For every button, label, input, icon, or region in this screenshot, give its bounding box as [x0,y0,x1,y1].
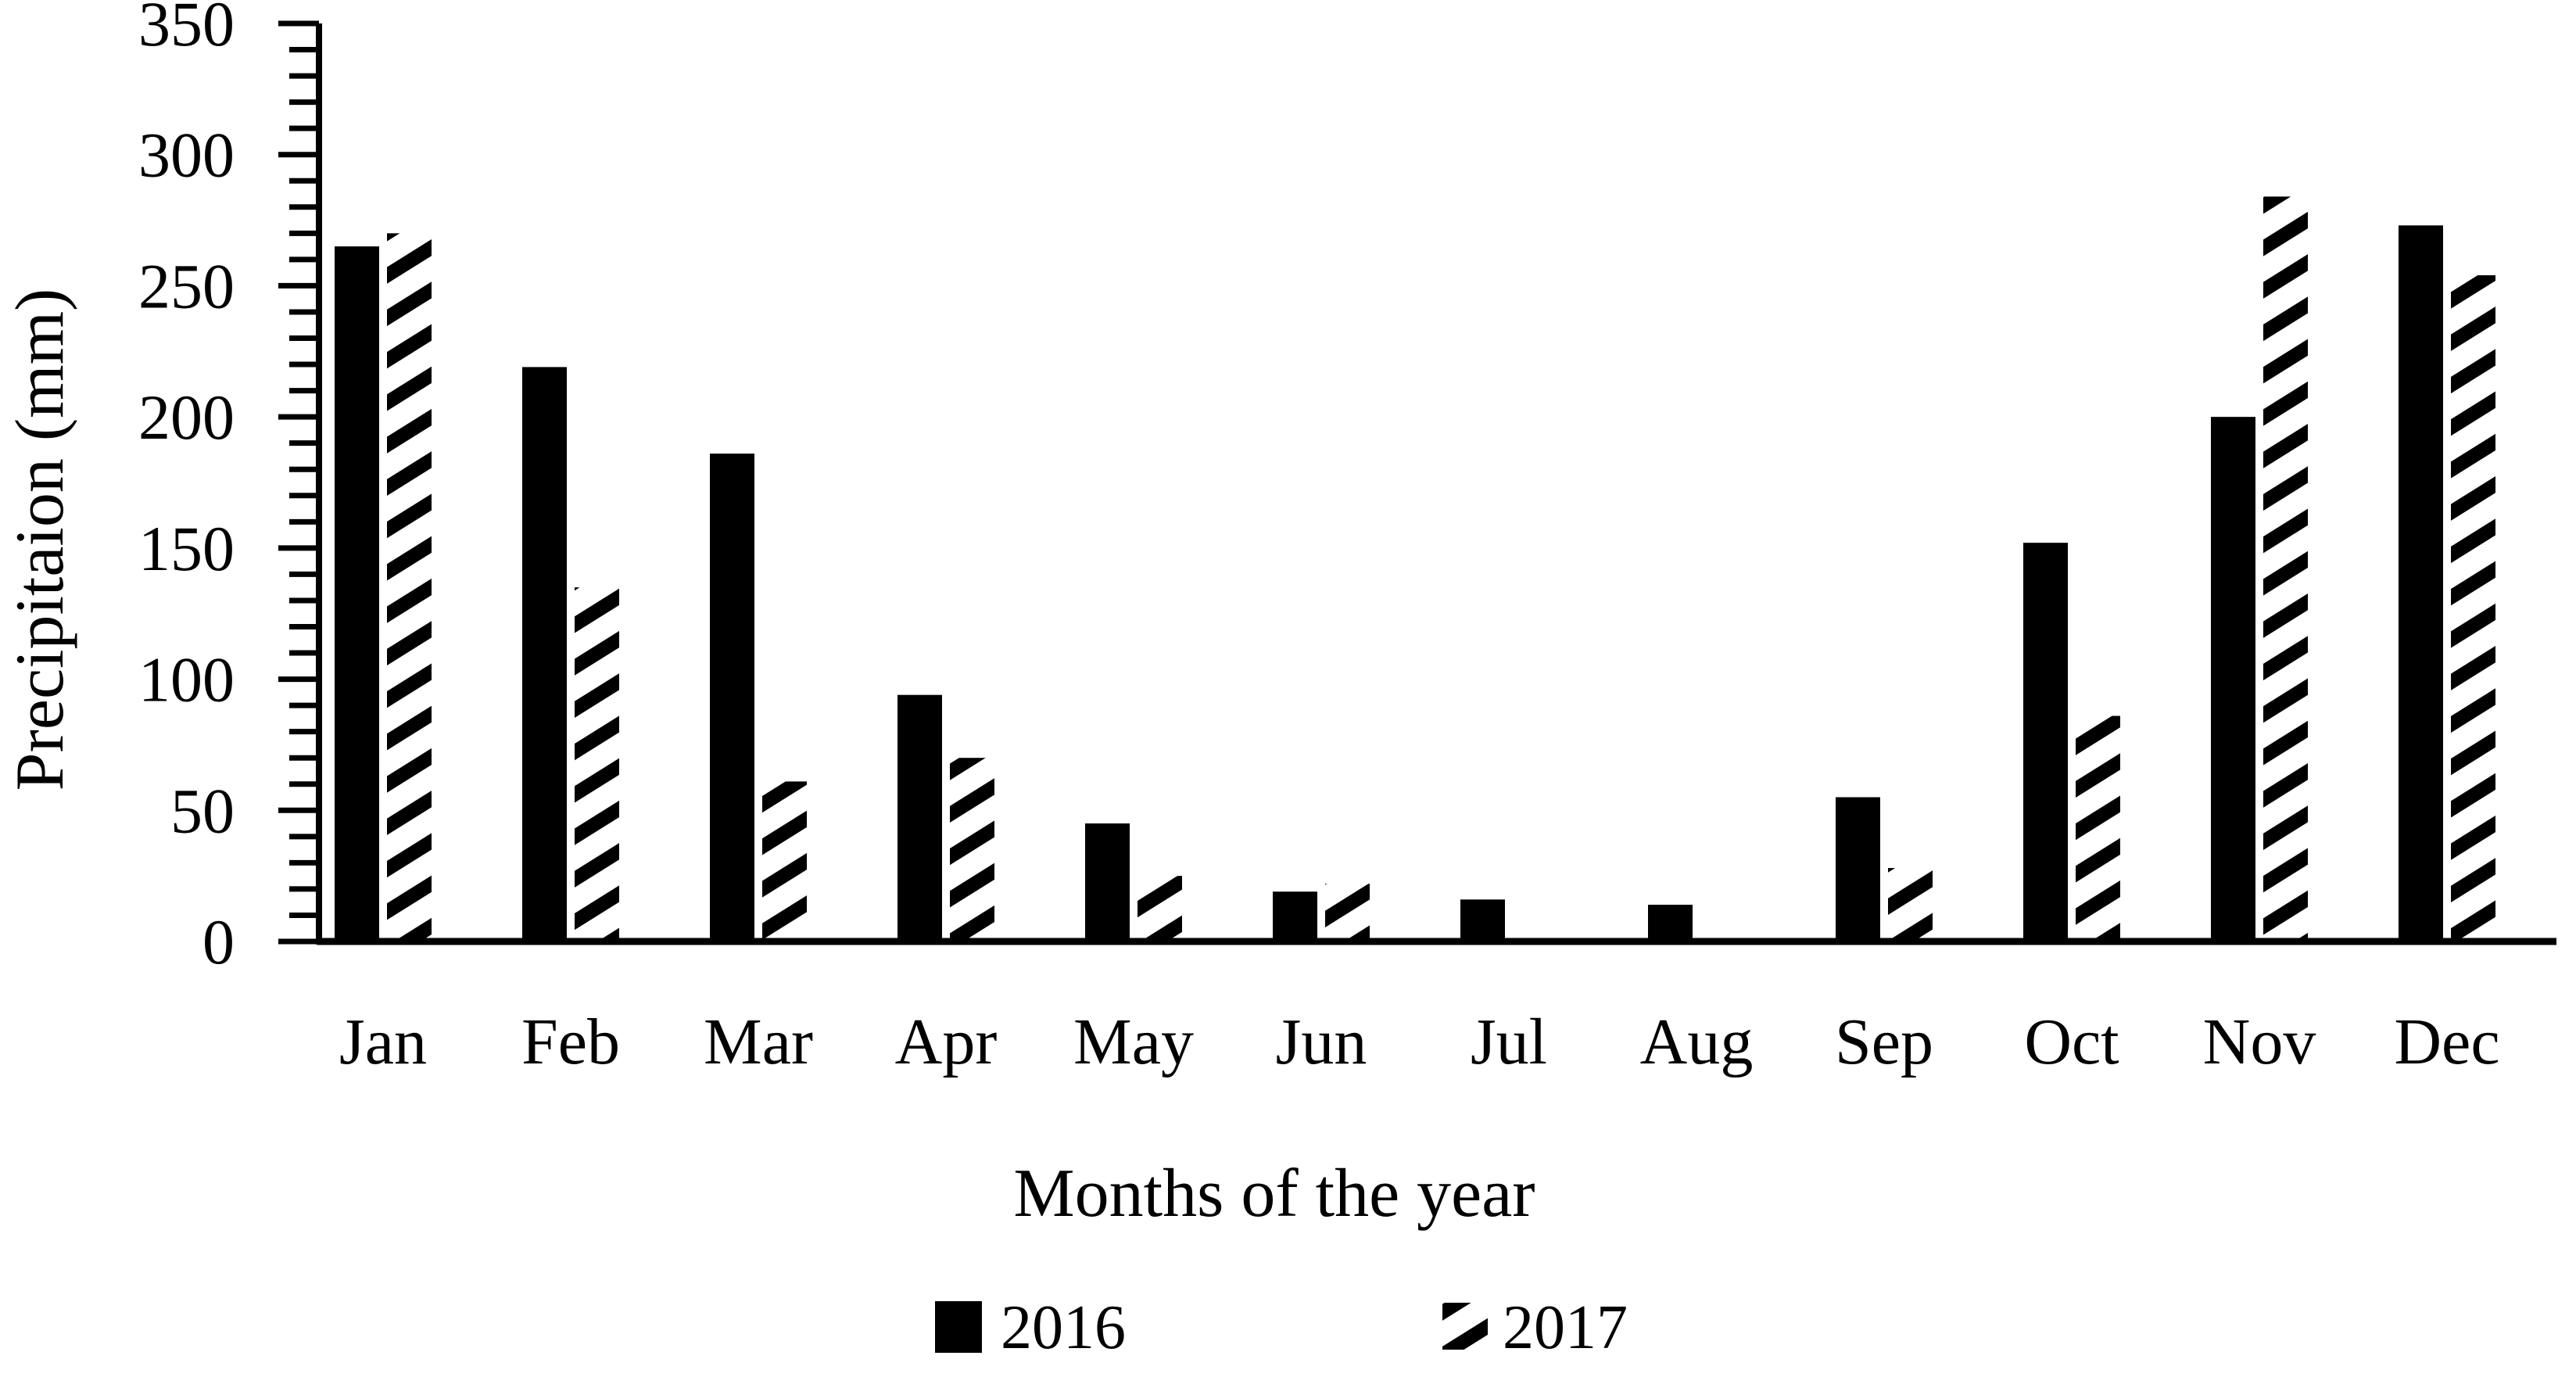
bar-2017-mar [762,781,807,941]
y-tick-label: 50 [170,775,235,846]
bar-2016-nov [2211,417,2255,941]
legend-swatch-2016-solid-icon [935,1301,982,1353]
bar-2017-sep [1888,868,1933,941]
bars-group [335,196,2495,942]
month-label-jun: Jun [1276,1006,1367,1078]
y-tick-label: 100 [138,644,235,715]
y-axis: 0 50 100 150 200 250 300 350 [138,0,322,977]
month-label-may: May [1073,1006,1194,1078]
bar-2017-apr [950,758,994,941]
legend-label-2017: 2017 [1503,1293,1628,1362]
bar-2016-sep [1836,797,1880,941]
bar-2016-dec [2399,225,2443,941]
month-label-sep: Sep [1835,1006,1933,1078]
bar-2016-feb [522,367,567,941]
bar-2017-oct [2076,715,2120,941]
bar-2017-feb [575,587,619,941]
x-axis-title: Months of the year [1013,1156,1535,1232]
bar-2016-jun [1273,891,1317,941]
bar-2017-jan [387,233,432,941]
bar-2017-dec [2451,275,2495,941]
legend-item-2016: 2016 [935,1293,1126,1362]
y-tick-label: 250 [138,250,235,321]
month-label-dec: Dec [2394,1006,2499,1078]
y-tick-label: 300 [138,120,235,191]
bar-2016-jan [335,246,379,942]
y-tick-label: 0 [202,906,235,977]
legend-item-2017: 2017 [1442,1293,1628,1362]
bar-2017-may [1138,876,1182,941]
month-labels-group: Jan Feb Mar Apr May Jun Jul Aug Sep Oct Nov Dec [339,1006,2500,1078]
month-label-nov: Nov [2203,1006,2316,1078]
y-tick-label: 150 [138,513,235,584]
y-axis-title: Precipitaion (mm) [2,289,78,791]
bar-2017-jun [1325,884,1370,941]
bar-2016-apr [897,694,942,941]
legend: 2016 2017 [935,1293,1628,1362]
bar-2016-mar [710,454,754,941]
month-label-mar: Mar [704,1006,813,1078]
month-label-oct: Oct [2024,1006,2119,1078]
month-label-aug: Aug [1640,1006,1754,1078]
month-label-apr: Apr [895,1006,998,1078]
month-label-feb: Feb [521,1006,620,1078]
bar-2016-jul [1460,899,1505,941]
legend-swatch-2017-hatch-icon [1442,1303,1488,1350]
y-tick-label: 200 [138,382,235,453]
bar-2016-aug [1648,905,1693,941]
bar-2016-may [1085,823,1130,941]
bar-2016-oct [2023,543,2068,941]
month-label-jul: Jul [1471,1006,1547,1078]
month-label-jan: Jan [339,1006,427,1078]
bar-2017-nov [2263,196,2308,941]
legend-label-2016: 2016 [1001,1293,1126,1362]
y-tick-label: 350 [138,0,235,59]
